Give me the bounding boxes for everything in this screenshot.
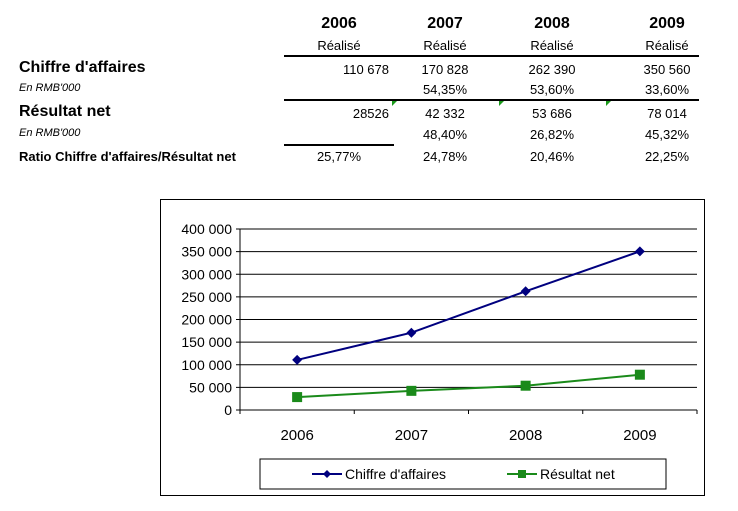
legend-label: Chiffre d'affaires (345, 466, 446, 482)
y-tick-label: 250 000 (181, 289, 232, 305)
rn-unit: En RMB'000 (19, 127, 81, 139)
rn-growth-2009: 45,32% (644, 127, 690, 142)
status-2008: Réalisé (530, 38, 574, 53)
ratio-2009: 22,25% (644, 149, 690, 164)
legend-marker-diamond (323, 470, 331, 478)
data-point-diamond (520, 286, 531, 297)
x-tick-label: 2007 (395, 427, 428, 444)
y-tick-label: 50 000 (189, 379, 232, 395)
rn-growth-2007: 48,40% (422, 127, 468, 142)
series-line-1 (297, 373, 640, 399)
year-2006: 2006 (321, 15, 357, 32)
x-tick-label: 2009 (623, 427, 656, 444)
data-point-diamond (406, 327, 417, 338)
comment-marker-icon (499, 101, 504, 106)
data-point-diamond (634, 246, 645, 257)
ca-value-2009: 350 560 (643, 62, 691, 77)
header-rule (284, 55, 699, 57)
ca-value-2008: 262 390 (528, 62, 576, 77)
line-chart: 0 50 000 100 000 150 000 200 000 250 000 300 0… (181, 221, 698, 490)
ca-growth-2008: 53,60% (529, 82, 575, 97)
rn-rule (284, 144, 394, 146)
x-tick-label: 2008 (509, 427, 542, 444)
ca-growth-2007: 54,35% (422, 82, 468, 97)
ratio-2007: 24,78% (422, 149, 468, 164)
status-2007: Réalisé (423, 38, 467, 53)
rn-value-2006: 28526 (352, 106, 389, 121)
y-tick-label: 200 000 (181, 312, 232, 328)
y-tick-label: 100 000 (181, 357, 232, 373)
data-point-square (520, 380, 531, 391)
x-tick-label: 2006 (280, 427, 313, 444)
ratio-2006: 25,77% (316, 149, 362, 164)
rn-growth-2008: 26,82% (529, 127, 575, 142)
comment-marker-icon (392, 101, 397, 106)
data-point-square (406, 385, 417, 396)
ca-value-2006: 110 678 (342, 62, 389, 77)
rn-value-2009: 78 014 (647, 106, 687, 121)
legend-label: Résultat net (540, 466, 615, 482)
rn-label: Résultat net (19, 103, 111, 120)
y-tick-label: 150 000 (181, 334, 232, 350)
rn-value-2008: 53 686 (532, 106, 572, 121)
year-2007: 2007 (427, 15, 463, 32)
ca-value-2007: 170 828 (421, 62, 469, 77)
y-tick-label: 0 (224, 402, 232, 418)
ca-unit: En RMB'000 (19, 82, 81, 94)
ca-label: Chiffre d'affaires (19, 59, 146, 76)
y-tick-label: 300 000 (181, 266, 232, 282)
comment-marker-icon (606, 101, 611, 106)
data-point-diamond (292, 354, 303, 365)
status-2009: Réalisé (645, 38, 689, 53)
year-2009: 2009 (649, 15, 685, 32)
ratio-label: Ratio Chiffre d'affaires/Résultat net (19, 149, 236, 164)
legend-marker-square (518, 470, 526, 478)
data-point-square (292, 392, 303, 403)
y-tick-label: 350 000 (181, 244, 232, 260)
year-2008: 2008 (534, 15, 570, 32)
series-line-0 (296, 250, 641, 361)
rn-value-2007: 42 332 (425, 106, 465, 121)
y-tick-label: 400 000 (181, 221, 232, 237)
status-2006: Réalisé (317, 38, 361, 53)
data-point-square (634, 369, 645, 380)
chart-area: 0 50 000 100 000 150 000 200 000 250 000 300 0… (160, 199, 705, 496)
ratio-2008: 20,46% (529, 149, 575, 164)
ca-growth-2009: 33,60% (644, 82, 690, 97)
ca-rule (284, 99, 699, 101)
